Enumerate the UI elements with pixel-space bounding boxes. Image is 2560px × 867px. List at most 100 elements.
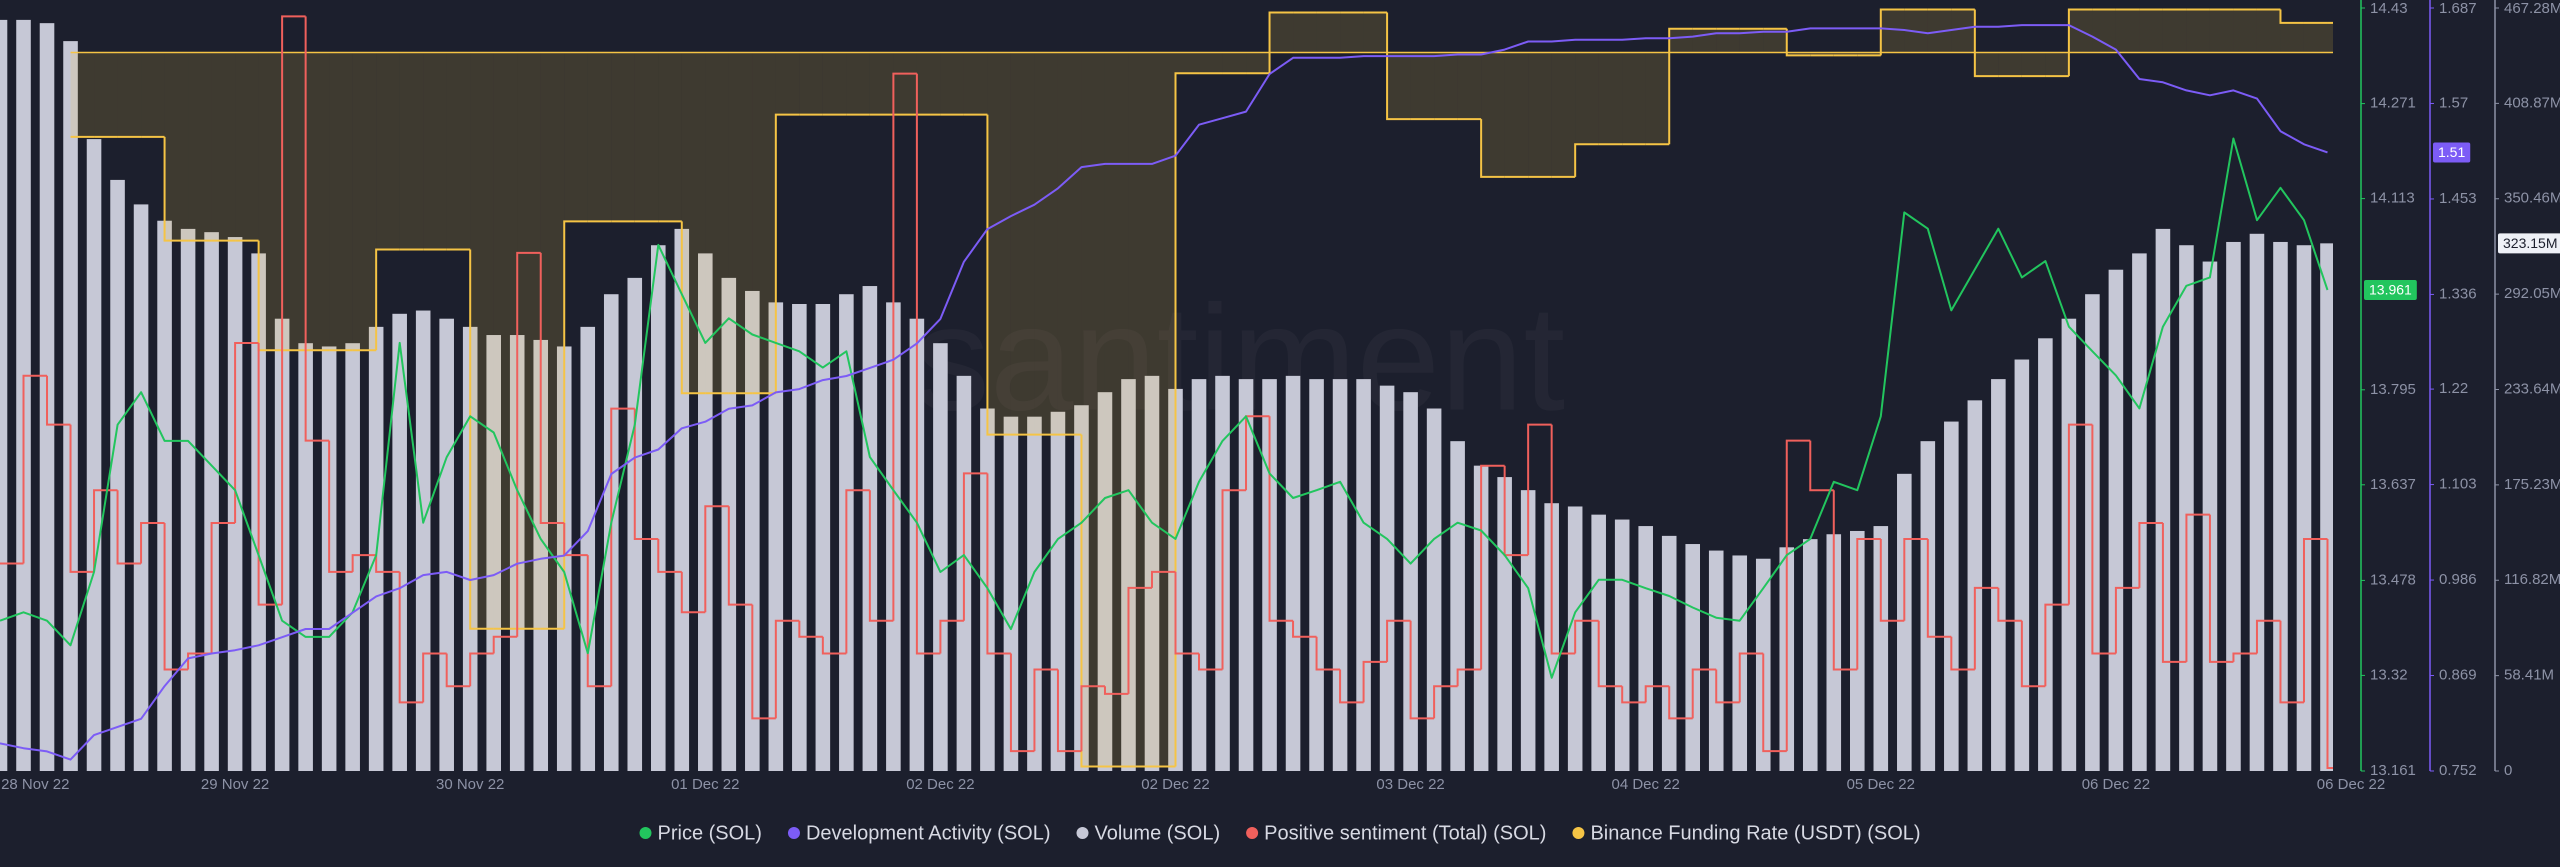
step-segment bbox=[2302, 538, 2328, 703]
volume-bar bbox=[1379, 385, 1395, 771]
step-segment bbox=[1198, 653, 1223, 671]
step-segment bbox=[774, 113, 800, 394]
legend-label: Positive sentiment (Total) (SOL) bbox=[1264, 822, 1546, 844]
step-segment bbox=[1903, 538, 1928, 621]
volume-bar bbox=[1944, 421, 1959, 771]
volume-bar bbox=[2296, 245, 2312, 772]
funding-fill bbox=[1739, 28, 1764, 53]
funding-fill bbox=[94, 52, 118, 137]
funding-fill bbox=[1528, 52, 1552, 177]
step-segment bbox=[2208, 514, 2234, 663]
step-segment bbox=[257, 342, 283, 606]
legend-label: Development Activity (SOL) bbox=[806, 822, 1051, 844]
step-segment bbox=[845, 489, 870, 654]
volume-bar bbox=[674, 228, 690, 772]
funding-fill bbox=[1833, 52, 1858, 56]
funding-fill bbox=[705, 52, 729, 394]
x-tick-label: 28 Nov 22 bbox=[1, 776, 69, 793]
funding-fill bbox=[587, 52, 612, 222]
x-tick-label: 05 Dec 22 bbox=[1847, 776, 1915, 793]
funding-fill bbox=[564, 52, 588, 222]
volume-bar bbox=[2155, 228, 2171, 772]
step-segment bbox=[492, 635, 518, 654]
funding-fill bbox=[2186, 9, 2210, 53]
last-value-bg bbox=[2364, 279, 2417, 300]
step-segment bbox=[93, 489, 118, 572]
step-segment bbox=[1080, 434, 1105, 768]
step-segment bbox=[1386, 12, 1411, 121]
step-segment bbox=[586, 555, 612, 688]
volume-bar bbox=[0, 19, 8, 771]
step-segment bbox=[234, 341, 259, 524]
y-tick-label: 13.32 bbox=[2370, 666, 2408, 683]
step-segment bbox=[1644, 685, 1670, 703]
step-segment bbox=[610, 407, 635, 687]
x-tick-label: 06 Dec 22 bbox=[2082, 776, 2150, 793]
y-tick-label: 0.752 bbox=[2439, 762, 2477, 779]
y-tick-label: 1.57 bbox=[2439, 94, 2468, 111]
y-tick-label: 14.113 bbox=[2370, 190, 2415, 207]
funding-fill bbox=[376, 52, 400, 250]
step-segment bbox=[116, 490, 142, 565]
funding-fill bbox=[775, 52, 800, 115]
y-tick-label: 0 bbox=[2504, 762, 2512, 779]
step-segment bbox=[163, 136, 189, 242]
legend: Price (SOL) Development Activity (SOL) Vol… bbox=[639, 822, 1921, 844]
volume-bar bbox=[2320, 243, 2333, 771]
step-segment bbox=[351, 554, 377, 572]
step-segment bbox=[1456, 668, 1482, 687]
y-tick-label: 14.271 bbox=[2370, 95, 2416, 112]
funding-fill bbox=[399, 52, 424, 250]
volume-bar bbox=[1097, 392, 1113, 771]
step-segment bbox=[1668, 27, 1693, 145]
volume-bar bbox=[392, 313, 407, 771]
step-segment bbox=[1174, 571, 1200, 655]
step-segment bbox=[1033, 668, 1058, 752]
step-segment bbox=[539, 252, 565, 525]
step-segment bbox=[2255, 619, 2281, 654]
step-segment bbox=[751, 604, 776, 720]
funding-fill bbox=[352, 52, 377, 351]
funding-fill bbox=[1104, 52, 1129, 767]
step-segment bbox=[2067, 8, 2093, 77]
last-value-label: 1.51 bbox=[2438, 144, 2465, 160]
last-value-label: 13.961 bbox=[2369, 282, 2412, 298]
funding-fill bbox=[1246, 52, 1270, 74]
funding-fill bbox=[1175, 52, 1200, 74]
funding-fill bbox=[2139, 9, 2163, 53]
y-tick-label: 175.23M bbox=[2504, 476, 2560, 493]
step-segment bbox=[1691, 668, 1717, 719]
funding-fill bbox=[611, 52, 635, 222]
volume-bar bbox=[745, 290, 760, 771]
step-segment bbox=[1292, 620, 1317, 638]
funding-fill bbox=[1010, 52, 1035, 435]
y-tick-label: 14.43 bbox=[2370, 0, 2408, 17]
funding-fill bbox=[752, 52, 776, 394]
step-segment bbox=[469, 249, 494, 630]
funding-fill bbox=[1128, 52, 1152, 767]
funding-fill bbox=[1410, 52, 1435, 120]
step-segment bbox=[633, 408, 659, 541]
volume-bar bbox=[1191, 379, 1207, 771]
funding-fill bbox=[1222, 52, 1247, 74]
funding-fill bbox=[1692, 28, 1717, 53]
y-tick-label: 0.869 bbox=[2439, 666, 2477, 683]
step-segment bbox=[1009, 653, 1035, 753]
series-line bbox=[0, 24, 2328, 761]
step-segment bbox=[1056, 669, 1082, 753]
funding-fill bbox=[1598, 52, 1623, 145]
step-segment bbox=[727, 506, 753, 606]
step-segment bbox=[210, 522, 236, 654]
funding-fill bbox=[1669, 28, 1693, 53]
volume-bar bbox=[1802, 539, 1818, 771]
legend-swatch bbox=[639, 827, 652, 839]
legend-swatch bbox=[787, 827, 800, 839]
funding-fill bbox=[141, 52, 165, 137]
y-tick-label: 408.87M bbox=[2504, 94, 2560, 111]
y-tick-label: 233.64M bbox=[2504, 380, 2560, 397]
volume-bar bbox=[1708, 550, 1724, 771]
volume-bar bbox=[2108, 269, 2124, 771]
volume-bar bbox=[815, 304, 831, 771]
step-segment bbox=[868, 490, 894, 622]
